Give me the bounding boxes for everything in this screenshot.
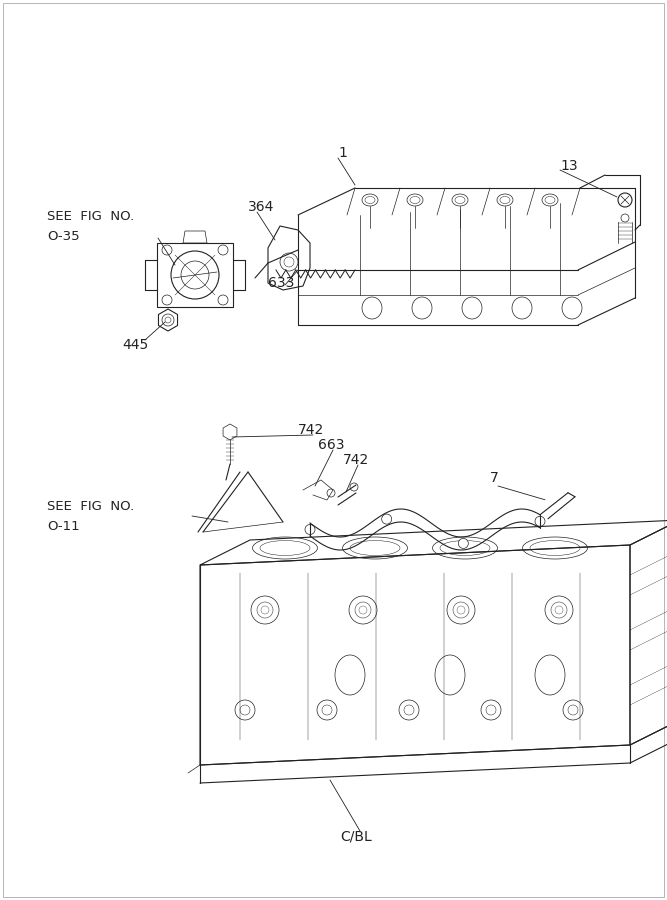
Circle shape [458,538,468,548]
Circle shape [251,596,279,624]
Circle shape [162,245,172,255]
Circle shape [563,700,583,720]
Text: 663: 663 [318,438,344,452]
Polygon shape [159,309,177,331]
Circle shape [545,596,573,624]
Circle shape [618,193,632,207]
Circle shape [621,214,629,222]
Circle shape [317,700,337,720]
Circle shape [305,525,315,535]
Circle shape [481,700,501,720]
Circle shape [162,295,172,305]
Circle shape [447,596,475,624]
Text: 364: 364 [248,200,274,214]
Text: C/BL: C/BL [340,829,372,843]
Circle shape [382,514,392,524]
Text: SEE  FIG  NO.: SEE FIG NO. [47,500,134,512]
Text: 742: 742 [343,453,370,467]
Text: 1: 1 [338,146,347,160]
Text: 742: 742 [298,423,324,437]
Text: 7: 7 [490,471,499,485]
Text: 13: 13 [560,159,578,173]
Polygon shape [223,424,237,440]
Circle shape [399,700,419,720]
Text: O-11: O-11 [47,519,79,533]
Circle shape [235,700,255,720]
Circle shape [535,517,545,526]
Circle shape [218,295,228,305]
Text: O-35: O-35 [47,230,79,242]
Text: SEE  FIG  NO.: SEE FIG NO. [47,210,134,222]
Circle shape [218,245,228,255]
Text: 633: 633 [268,276,294,290]
Text: 445: 445 [122,338,148,352]
Circle shape [349,596,377,624]
